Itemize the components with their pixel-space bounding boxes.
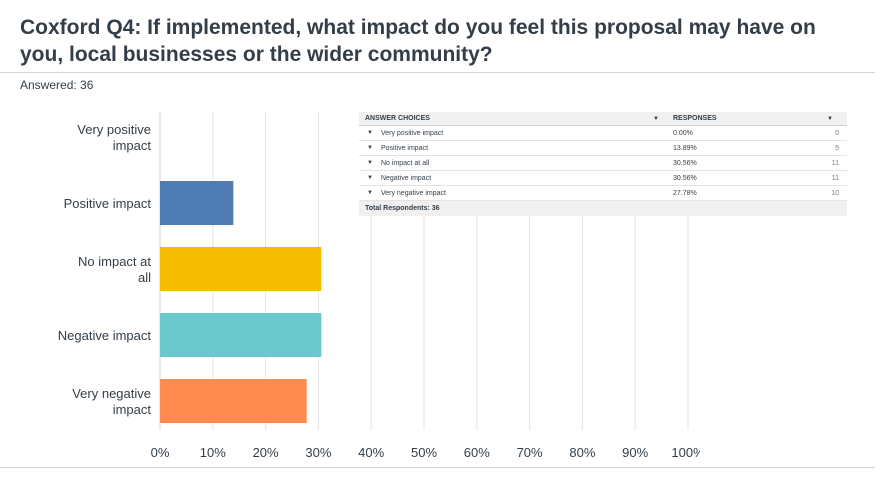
page-title: Coxford Q4: If implemented, what impact … (20, 16, 816, 66)
answer-choice: No impact at all (380, 159, 430, 167)
response-count: 5 (835, 144, 839, 152)
bar-4[interactable] (160, 379, 307, 423)
summary-table: ANSWER CHOICES ▼ RESPONSES ▼ ▼ Very posit… (359, 112, 847, 216)
answer-choice: Very positive impact (380, 129, 444, 137)
total-respondents: Total Respondents: 36 (365, 205, 440, 212)
category-label-4: Very negative impact (72, 386, 151, 417)
answer-choice: Positive impact (380, 144, 429, 152)
x-axis-ticks: 0% 10% 20% 30% 40% 50% 60% 70% 80% 90% 100% (151, 445, 700, 460)
tick-label-6: 60% (464, 445, 490, 460)
caret-down-icon[interactable]: ▼ (367, 190, 373, 196)
bar-layer (160, 181, 322, 423)
answer-choice: Negative impact (380, 174, 432, 182)
title-divider (0, 72, 875, 73)
table-row[interactable]: ▼ No impact at all 30.56% 11 (359, 156, 847, 171)
summary-rows: ▼ Very positive impact 0.00% 0 ▼ Positive imp… (359, 126, 847, 201)
response-count: 0 (835, 129, 839, 137)
category-label-1: Positive impact (64, 196, 152, 211)
responses-sort[interactable]: ▼ (795, 115, 847, 122)
table-row[interactable]: ▼ Very negative impact 27.78% 10 (359, 186, 847, 201)
response-count: 11 (831, 174, 839, 182)
response-count: 11 (831, 159, 839, 167)
bottom-divider (0, 467, 875, 468)
caret-down-icon[interactable]: ▼ (367, 145, 373, 151)
tick-label-7: 70% (517, 445, 543, 460)
tick-label-3: 30% (305, 445, 331, 460)
category-label-3: Negative impact (58, 328, 152, 343)
category-labels: Very positive impact Positive impact No imp… (58, 122, 152, 417)
response-count: 10 (831, 189, 839, 197)
tick-label-8: 80% (569, 445, 595, 460)
tick-label-9: 90% (622, 445, 648, 460)
answer-choices-header[interactable]: ANSWER CHOICES ▼ (365, 115, 659, 122)
response-percent: 0.00% (673, 129, 693, 137)
answered-count: Answered: 36 (20, 78, 94, 92)
tick-label-2: 20% (253, 445, 279, 460)
table-row[interactable]: ▼ Positive impact 13.89% 5 (359, 141, 847, 156)
tick-label-10: 100% (671, 445, 700, 460)
table-row[interactable]: ▼ Negative impact 30.56% 11 (359, 171, 847, 186)
caret-down-icon[interactable]: ▼ (367, 175, 373, 181)
tick-label-0: 0% (151, 445, 170, 460)
response-percent: 30.56% (673, 159, 697, 167)
bar-chart: Very positive impact Positive impact No imp… (58, 112, 700, 460)
caret-down-icon[interactable]: ▼ (367, 130, 373, 136)
summary-header-row: ANSWER CHOICES ▼ RESPONSES ▼ (359, 112, 847, 126)
response-percent: 30.56% (673, 174, 697, 182)
table-row[interactable]: ▼ Very positive impact 0.00% 0 (359, 126, 847, 141)
category-label-0: Very positive impact (77, 122, 151, 153)
caret-down-icon[interactable]: ▼ (827, 116, 833, 122)
category-label-2: No impact at all (78, 254, 151, 285)
answer-choice: Very negative impact (380, 189, 446, 197)
total-row: Total Respondents: 36 (359, 201, 847, 216)
bar-3[interactable] (160, 313, 322, 357)
tick-label-5: 50% (411, 445, 437, 460)
caret-down-icon[interactable]: ▼ (367, 160, 373, 166)
tick-label-4: 40% (358, 445, 384, 460)
bar-1[interactable] (160, 181, 234, 225)
bar-2[interactable] (160, 247, 322, 291)
caret-down-icon[interactable]: ▼ (653, 115, 659, 122)
responses-header[interactable]: RESPONSES (673, 115, 717, 122)
response-percent: 27.78% (673, 189, 697, 197)
tick-label-1: 10% (200, 445, 226, 460)
response-percent: 13.89% (673, 144, 697, 152)
